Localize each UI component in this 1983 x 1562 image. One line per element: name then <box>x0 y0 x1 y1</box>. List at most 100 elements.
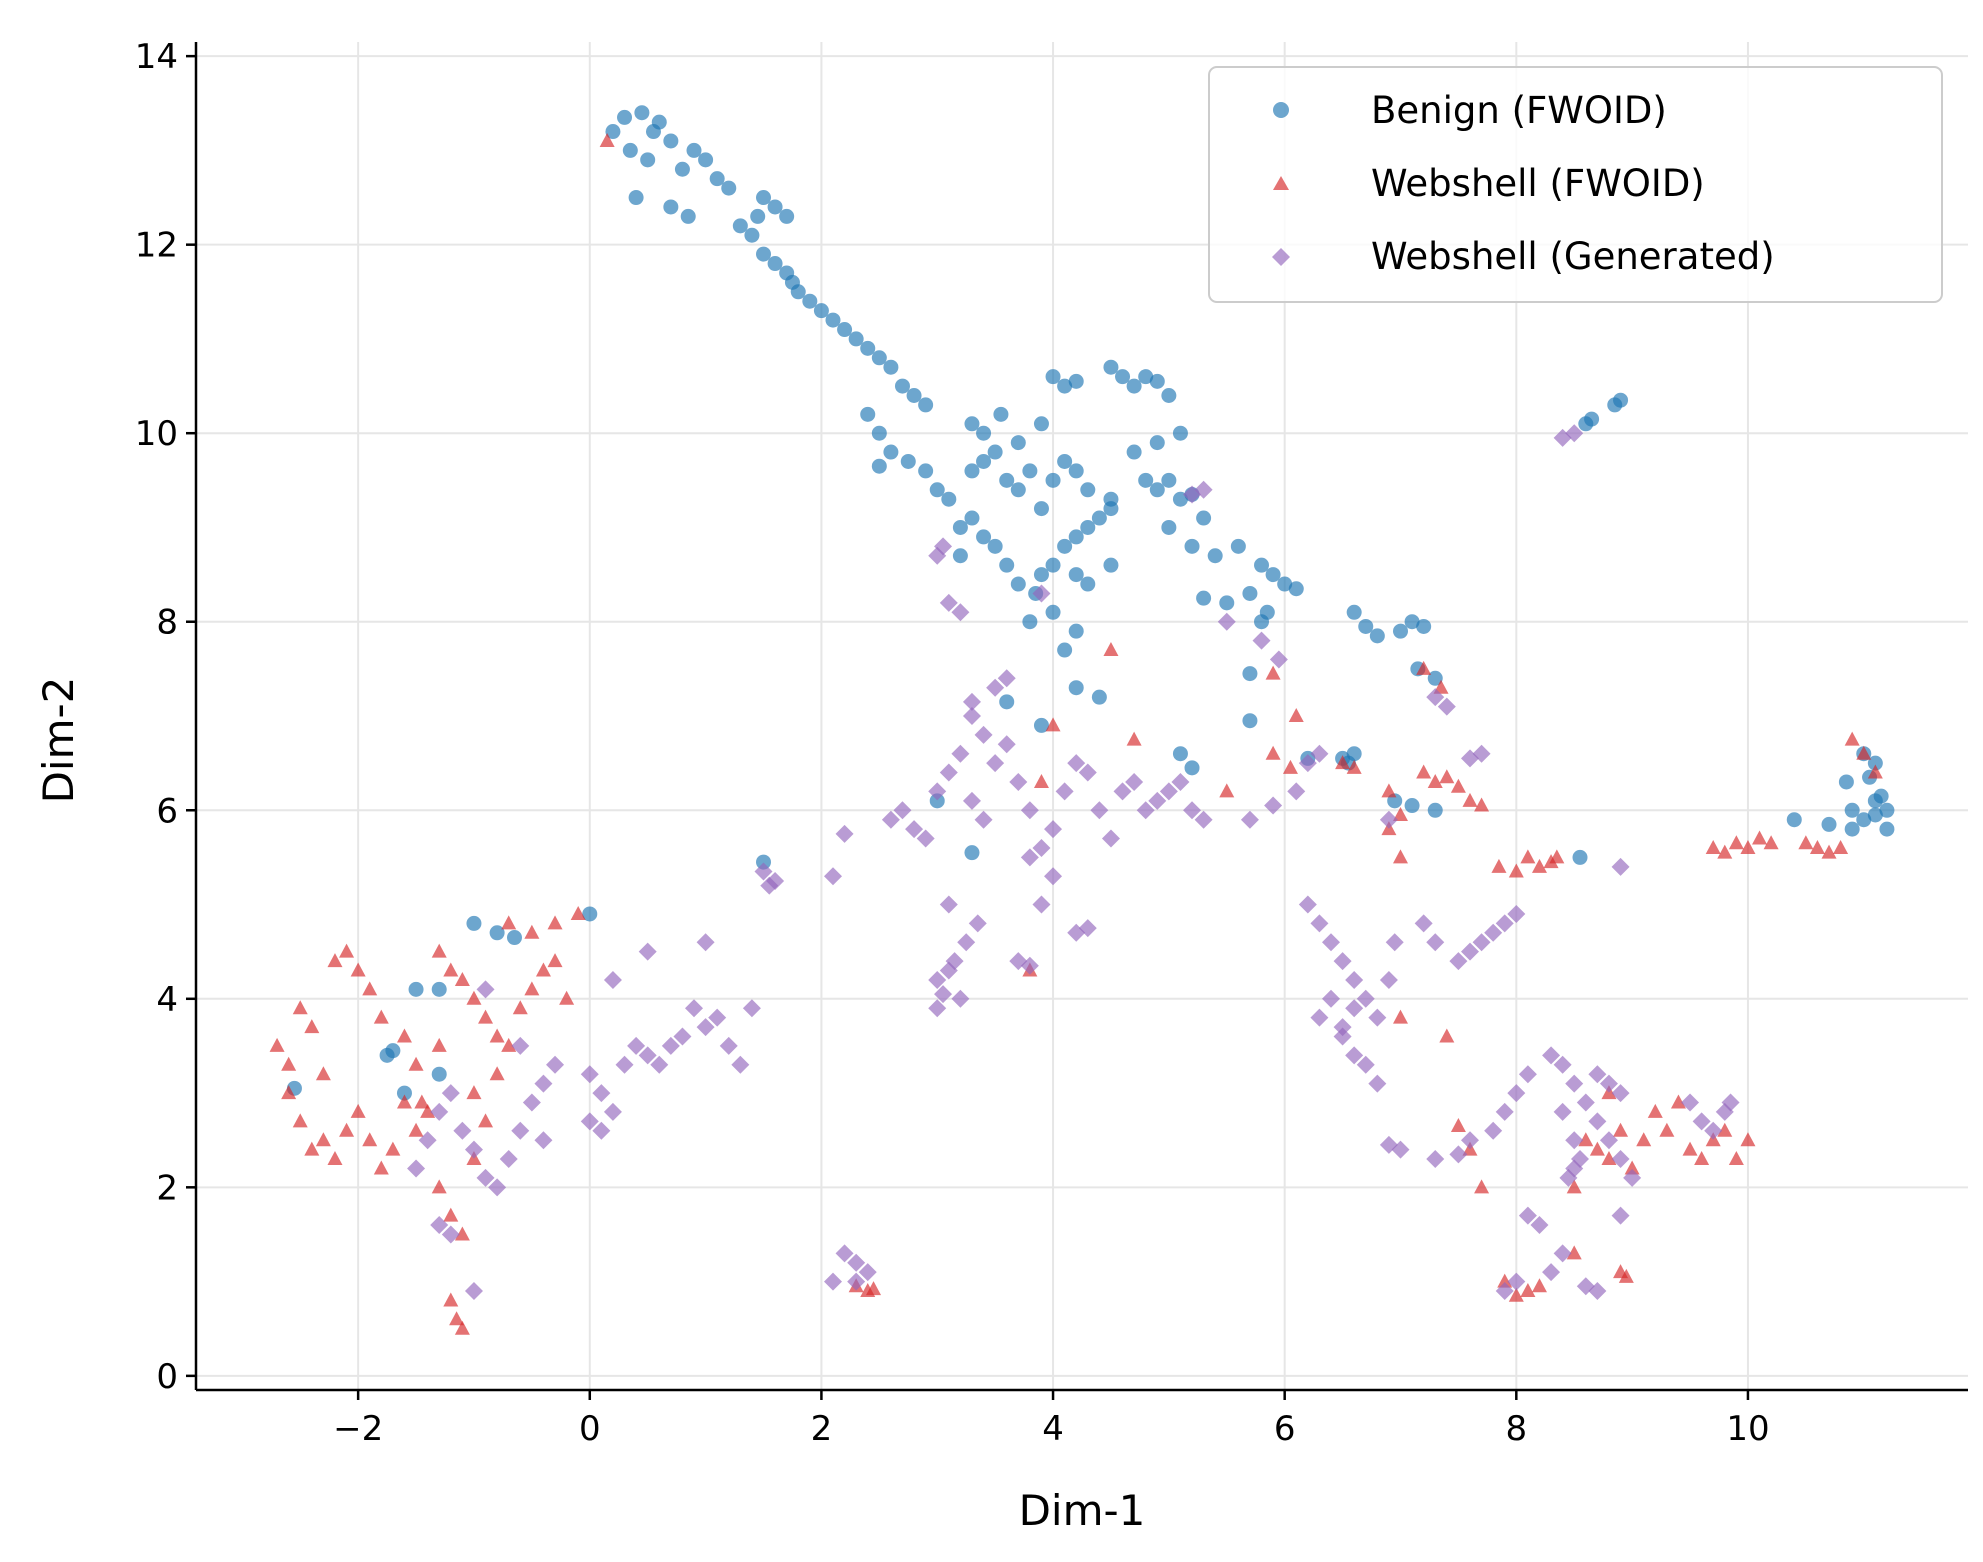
benign-point <box>894 378 910 394</box>
webshell-generated-point <box>1368 1074 1387 1093</box>
webshell-generated-point <box>928 970 947 989</box>
webshell-fwoid-point <box>420 1103 436 1118</box>
benign-point <box>1219 595 1235 611</box>
webshell-generated-point <box>951 989 970 1008</box>
y-tick-label: 10 <box>135 414 178 454</box>
benign-point <box>1821 816 1837 832</box>
benign-point <box>1103 359 1119 375</box>
webshell-generated-point <box>1269 650 1288 669</box>
webshell-generated-point <box>1507 904 1526 923</box>
webshell-generated-point <box>673 1027 692 1046</box>
webshell-generated-point <box>1507 1272 1526 1291</box>
benign-point <box>1033 717 1049 733</box>
webshell-fwoid-point <box>478 1113 494 1128</box>
y-tick-label: 4 <box>156 980 178 1020</box>
benign-point <box>929 793 945 809</box>
webshell-generated-point <box>934 537 953 556</box>
webshell-generated-point <box>1020 848 1039 867</box>
webshell-fwoid-point <box>599 132 615 147</box>
webshell-fwoid-point <box>443 1207 459 1222</box>
webshell-fwoid-point <box>385 1141 401 1156</box>
benign-point <box>1138 472 1154 488</box>
benign-point <box>1103 491 1119 507</box>
webshell-generated-point <box>1518 1065 1537 1084</box>
webshell-fwoid-point <box>1474 1179 1490 1194</box>
webshell-generated-point <box>1310 914 1329 933</box>
webshell-generated-point <box>1101 829 1120 848</box>
benign-point <box>640 152 656 168</box>
webshell-fwoid-point <box>292 1113 308 1128</box>
webshell-fwoid-point <box>315 1066 331 1081</box>
webshell-generated-point <box>1426 688 1445 707</box>
benign-point <box>756 854 772 870</box>
x-tick-label: −2 <box>333 1409 383 1449</box>
webshell-fwoid-point <box>362 1132 378 1147</box>
benign-point <box>721 180 737 196</box>
webshell-fwoid-point <box>1670 1094 1686 1109</box>
x-ticks: −2 0 2 4 6 8 10 <box>333 1390 1770 1449</box>
webshell-generated-point <box>1484 1121 1503 1140</box>
webshell-fwoid-point <box>866 1281 882 1296</box>
webshell-generated-point <box>522 1093 541 1112</box>
webshell-fwoid-point <box>1439 1028 1455 1043</box>
webshell-generated-point <box>1322 989 1341 1008</box>
webshell-generated-point <box>928 999 947 1018</box>
webshell-generated-point <box>580 1112 599 1131</box>
webshell-generated-point <box>823 1272 842 1291</box>
benign-point <box>1172 746 1188 762</box>
benign-point <box>1022 614 1038 630</box>
y-tick-label: 14 <box>135 37 178 77</box>
webshell-fwoid-point <box>269 1037 285 1052</box>
webshell-generated-point <box>1032 584 1051 603</box>
benign-point <box>1149 373 1165 389</box>
webshell-fwoid-point <box>1728 1151 1744 1166</box>
webshell-generated-point <box>951 603 970 622</box>
webshell-generated-point <box>1472 933 1491 952</box>
webshell-generated-point <box>1576 1093 1595 1112</box>
benign-point <box>674 161 690 177</box>
webshell-generated-point <box>1379 970 1398 989</box>
benign-point <box>848 331 864 347</box>
benign-point <box>1184 760 1200 776</box>
benign-point <box>622 142 638 158</box>
webshell-fwoid-point <box>414 1094 430 1109</box>
webshell-generated-point <box>1125 772 1144 791</box>
webshell-generated-point <box>1495 1102 1514 1121</box>
webshell-generated-point <box>1044 867 1063 886</box>
webshell-generated-point <box>1426 933 1445 952</box>
webshell-generated-point <box>1495 914 1514 933</box>
webshell-fwoid-point <box>535 962 551 977</box>
benign-point <box>1844 802 1860 818</box>
webshell-fwoid-point <box>1416 660 1432 675</box>
y-ticks: 0 2 4 6 8 10 12 14 <box>135 37 196 1397</box>
benign-point <box>1161 519 1177 535</box>
webshell-fwoid-point <box>1856 745 1872 760</box>
webshell-fwoid-point <box>547 953 563 968</box>
webshell-generated-point <box>1611 1084 1630 1103</box>
webshell-generated-point <box>1391 1140 1410 1159</box>
webshell-generated-point <box>1333 1018 1352 1037</box>
benign-point <box>379 1047 395 1063</box>
webshell-generated-point <box>430 1102 449 1121</box>
benign-point <box>900 453 916 469</box>
webshell-fwoid-point <box>1531 858 1547 873</box>
webshell-fwoid-point <box>1833 839 1849 854</box>
benign-point <box>1427 802 1443 818</box>
webshell-generated-point <box>1078 763 1097 782</box>
benign-point <box>1242 585 1258 601</box>
benign-point <box>964 510 980 526</box>
webshell-generated-point <box>534 1074 553 1093</box>
webshell-generated-point <box>1588 1282 1607 1301</box>
benign-point <box>1080 482 1096 498</box>
webshell-generated-point <box>1623 1168 1642 1187</box>
webshell-fwoid-point <box>454 1226 470 1241</box>
webshell-generated-point <box>441 1084 460 1103</box>
benign-point <box>1230 538 1246 554</box>
webshell-generated-point <box>1599 1131 1618 1150</box>
webshell-fwoid-point <box>1740 1132 1756 1147</box>
benign-point <box>1346 604 1362 620</box>
webshell-generated-point <box>1333 952 1352 971</box>
webshell-fwoid-point <box>1566 1179 1582 1194</box>
benign-point <box>999 472 1015 488</box>
webshell-fwoid-point <box>524 981 540 996</box>
